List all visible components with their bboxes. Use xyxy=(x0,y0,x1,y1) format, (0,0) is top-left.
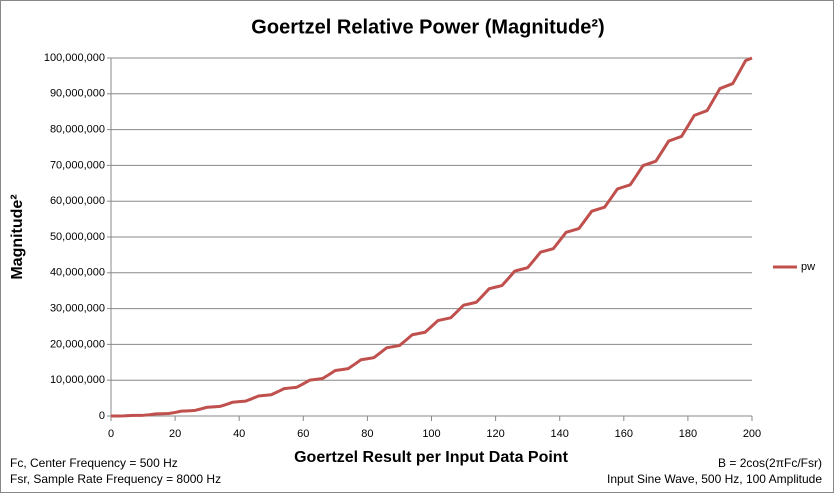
annotation: B = 2cos(2πFc/Fsr) xyxy=(718,456,822,470)
data-line xyxy=(110,56,753,418)
x-tick-label: 60 xyxy=(297,428,309,440)
y-tick-label: 10,000,000 xyxy=(50,374,105,386)
x-tick-label: 0 xyxy=(108,428,114,440)
annotation: Fsr, Sample Rate Frequency = 8000 Hz xyxy=(10,472,221,486)
y-tick-label: 50,000,000 xyxy=(50,231,105,243)
y-axis-title: Magnitude² xyxy=(9,194,26,279)
x-tick-label: 160 xyxy=(615,428,633,440)
x-tick-label: 40 xyxy=(233,428,245,440)
x-tick-label: 120 xyxy=(486,428,504,440)
chart-title: Goertzel Relative Power (Magnitude²) xyxy=(251,16,604,38)
y-tick-label: 40,000,000 xyxy=(50,267,105,279)
x-tick-label: 80 xyxy=(361,428,373,440)
y-tick-label: 100,000,000 xyxy=(44,52,105,64)
y-tick-label: 20,000,000 xyxy=(50,338,105,350)
y-tick-label: 60,000,000 xyxy=(50,195,105,207)
annotation: Input Sine Wave, 500 Hz, 100 Amplitude xyxy=(607,472,822,486)
y-tick-label: 80,000,000 xyxy=(50,124,105,136)
x-axis-title: Goertzel Result per Input Data Point xyxy=(294,449,568,466)
y-tick-label: 70,000,000 xyxy=(50,159,105,171)
x-tick-label: 200 xyxy=(743,428,761,440)
x-tick-label: 20 xyxy=(169,428,181,440)
x-tick-label: 180 xyxy=(679,428,697,440)
y-tick-label: 0 xyxy=(99,410,105,422)
x-tick-label: 140 xyxy=(551,428,569,440)
annotation: Fc, Center Frequency = 500 Hz xyxy=(10,456,178,470)
legend-label: pw xyxy=(801,261,815,273)
x-tick-label: 100 xyxy=(422,428,440,440)
y-tick-label: 90,000,000 xyxy=(50,88,105,100)
y-tick-label: 30,000,000 xyxy=(50,303,105,315)
